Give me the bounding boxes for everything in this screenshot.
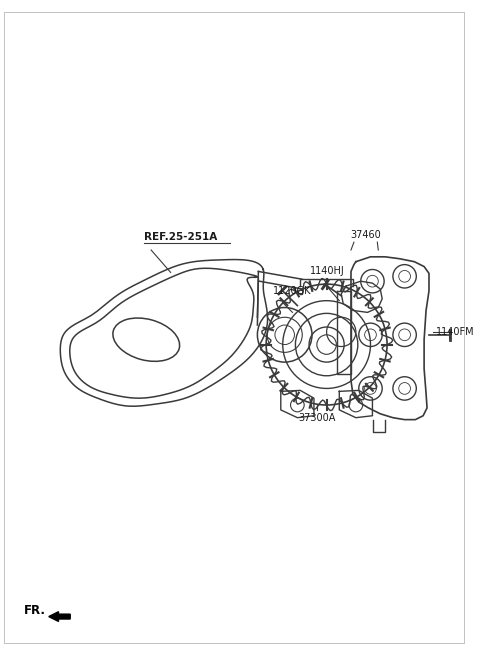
Text: FR.: FR. bbox=[24, 604, 47, 617]
Text: 37300A: 37300A bbox=[298, 413, 336, 423]
Text: REF.25-251A: REF.25-251A bbox=[144, 232, 217, 242]
Text: 37460: 37460 bbox=[350, 231, 381, 240]
Text: 1120GK: 1120GK bbox=[273, 286, 312, 296]
Text: 1140HJ: 1140HJ bbox=[310, 267, 345, 276]
FancyArrow shape bbox=[49, 612, 70, 622]
Text: 1140FM: 1140FM bbox=[436, 327, 474, 337]
